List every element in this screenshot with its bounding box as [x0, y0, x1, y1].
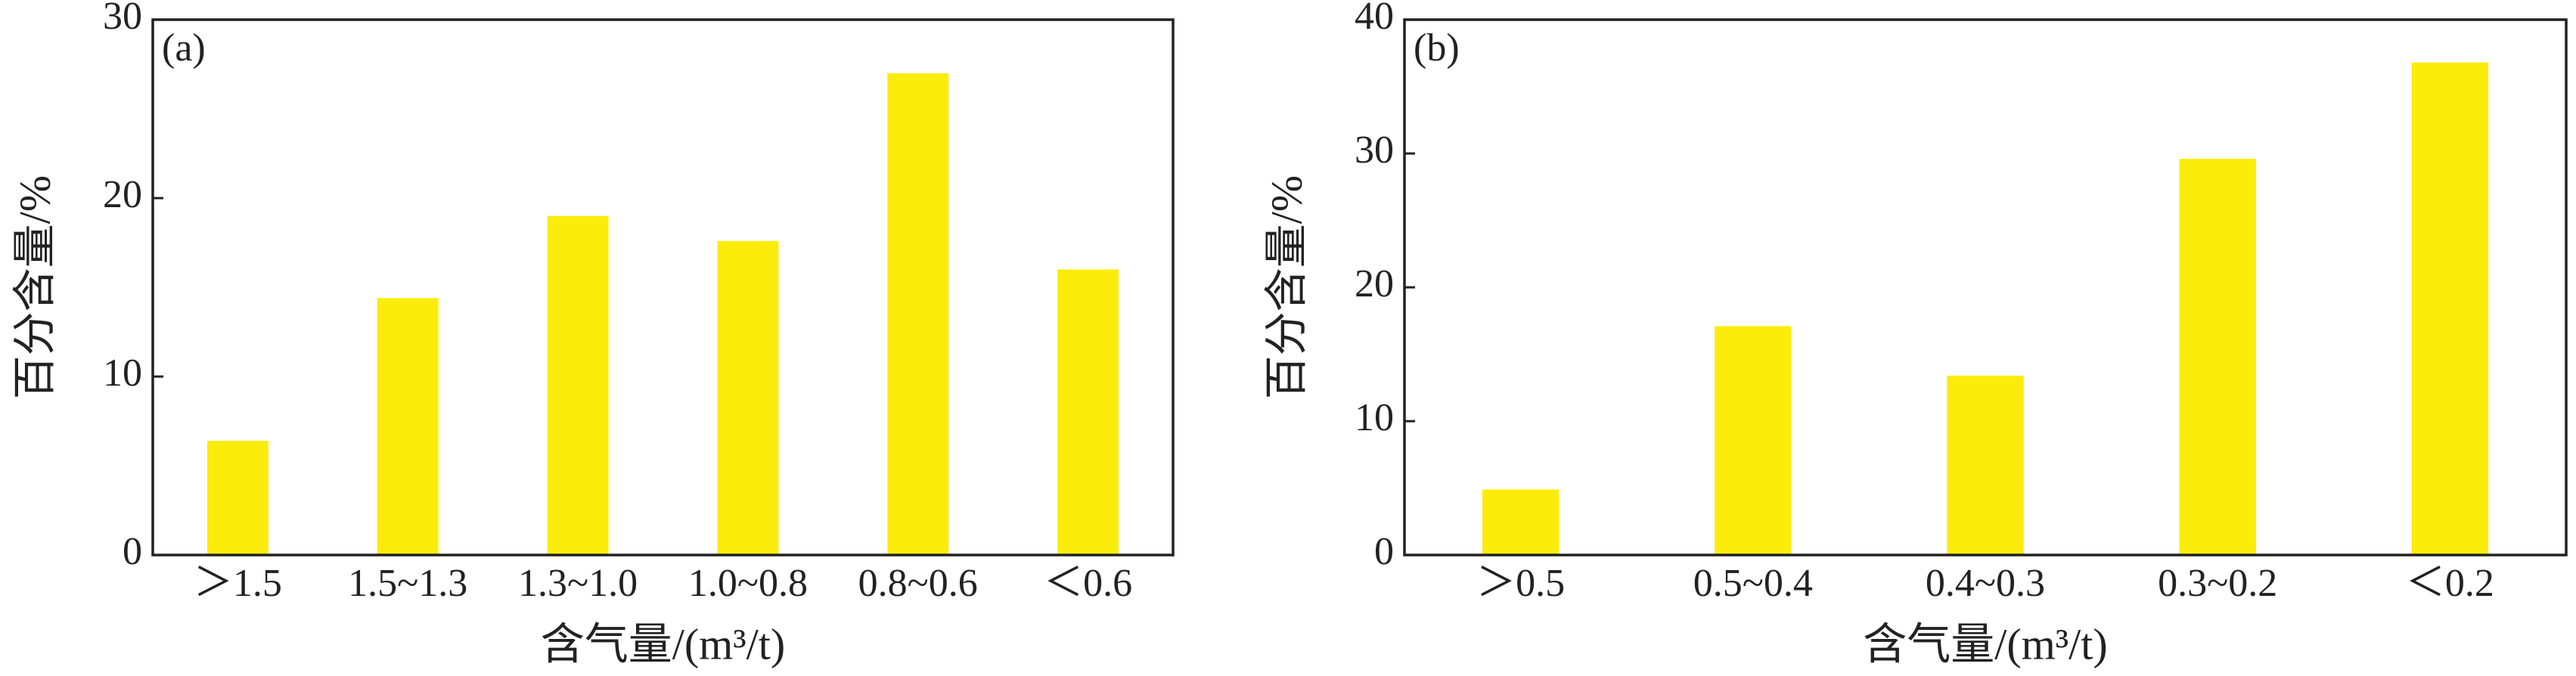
x-tick-label: 0.5~0.4 [1693, 562, 1813, 605]
y-tick-label: 0 [1374, 530, 1394, 573]
bar [887, 73, 949, 556]
y-tick-label: 30 [103, 0, 142, 38]
y-tick-label: 10 [1355, 396, 1394, 439]
x-tick-label: ＞1.5 [194, 562, 282, 605]
y-tick-label: 10 [103, 352, 142, 395]
bar [2179, 159, 2256, 555]
x-tick-label: ＜0.6 [1044, 562, 1132, 605]
x-axis-label: 含气量/(m³/t) [1863, 619, 2107, 668]
bar [547, 216, 609, 555]
x-tick-label: ＞0.5 [1476, 562, 1565, 605]
bar [1715, 326, 1792, 555]
x-axis-label: 含气量/(m³/t) [541, 619, 785, 668]
plot-frame [1403, 18, 2568, 557]
bar [717, 240, 779, 555]
x-tick-label: 0.8~0.6 [858, 562, 978, 605]
y-tick-label: 20 [1355, 262, 1394, 305]
panel-label: (b) [1414, 26, 1460, 70]
bar [2411, 62, 2489, 555]
y-tick-label: 0 [123, 530, 142, 573]
bar [206, 440, 268, 555]
x-tick-label: 1.3~1.0 [518, 562, 638, 605]
bar [1482, 489, 1560, 555]
x-tick-label: 1.0~0.8 [688, 562, 808, 605]
plot-frame [151, 18, 1175, 557]
x-tick-label: 0.4~0.3 [1926, 562, 2045, 605]
bar [1947, 375, 2024, 555]
y-tick-label: 20 [103, 173, 142, 216]
bar [1057, 269, 1119, 555]
x-tick-label: ＜0.2 [2406, 562, 2494, 605]
x-tick-label: 1.5~1.3 [348, 562, 467, 605]
y-tick-label: 40 [1355, 0, 1394, 38]
x-tick-label: 0.3~0.2 [2158, 562, 2277, 605]
y-axis-label: 百分含量/% [10, 175, 59, 399]
y-tick-label: 30 [1355, 129, 1394, 172]
panel-label: (a) [162, 26, 206, 70]
bar [377, 298, 439, 555]
y-axis-label: 百分含量/% [1262, 175, 1311, 399]
